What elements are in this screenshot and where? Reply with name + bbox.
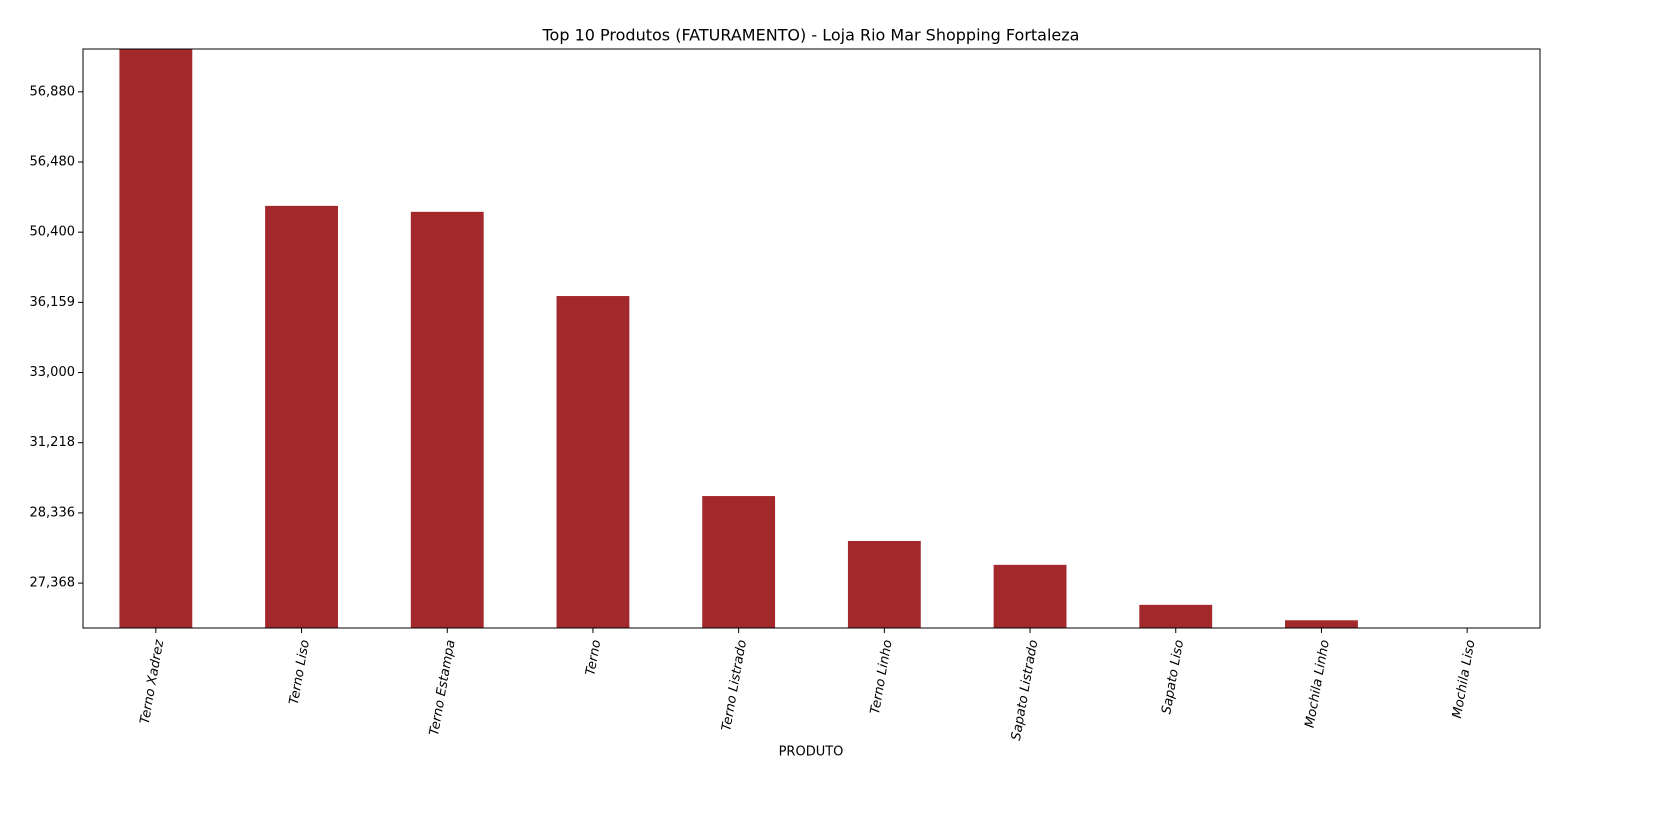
y-tick-label: 56,480: [30, 154, 76, 169]
y-tick-label: 31,218: [30, 435, 76, 450]
x-tick-label: Terno Listrado: [719, 639, 750, 732]
chart-title: Top 10 Produtos (FATURAMENTO) - Loja Rio…: [542, 26, 1080, 45]
x-tick-label: Terno Xadrez: [138, 638, 168, 726]
bar: [556, 296, 630, 628]
x-tick-label: Sapato Liso: [1159, 639, 1187, 716]
y-tick-label: 33,000: [30, 365, 76, 380]
plot-frame: [82, 48, 1541, 629]
bar: [410, 211, 484, 628]
bar: [265, 205, 338, 628]
x-tick-label: Terno Estampa: [427, 639, 459, 737]
x-tick-label: Sapato Listrado: [1009, 639, 1041, 742]
bar: [1139, 604, 1213, 628]
x-tick-label: Mochila Liso: [1450, 639, 1479, 720]
x-tick-label: Terno Liso: [287, 639, 313, 706]
x-tick-label: Terno Linho: [868, 639, 896, 716]
y-tick-label: 27,368: [30, 576, 76, 591]
bar: [847, 540, 921, 628]
x-tick-label: Terno: [583, 639, 604, 677]
x-axis-label: PRODUTO: [779, 745, 844, 760]
y-tick-label: 28,336: [30, 505, 76, 520]
x-tick-label: Mochila Linho: [1303, 639, 1333, 729]
y-tick-label: 56,880: [30, 84, 76, 99]
bar: [702, 496, 776, 628]
y-tick-label: 50,400: [30, 225, 76, 240]
bar: [993, 564, 1067, 628]
bar: [119, 49, 193, 628]
y-tick-label: 36,159: [30, 295, 76, 310]
bar: [1285, 620, 1358, 628]
